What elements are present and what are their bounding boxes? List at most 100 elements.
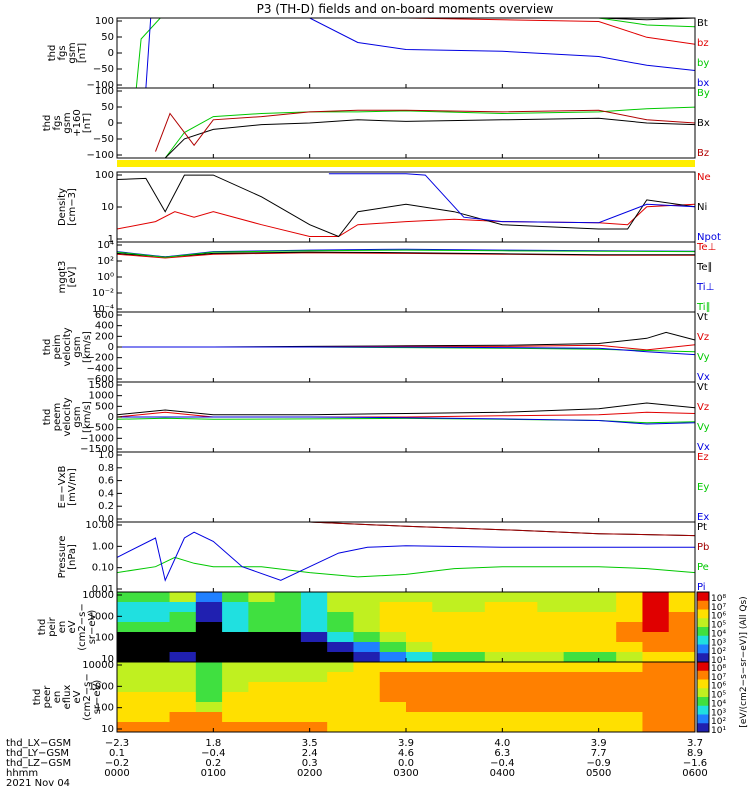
heatmap-cell	[143, 612, 171, 623]
y-axis-label: [nPa]	[67, 544, 78, 570]
heatmap-cell	[169, 722, 197, 733]
y-tick-label: 1.0	[98, 450, 114, 461]
heatmap-cell	[668, 722, 696, 733]
y-axis-label: velocity	[62, 397, 73, 436]
y-tick-label: 100	[95, 633, 114, 644]
heatmap-cell	[379, 592, 407, 603]
heatmap-cell	[589, 652, 617, 663]
legend-entry: Vx	[697, 372, 710, 383]
heatmap-cell	[458, 652, 486, 663]
heatmap-cell	[195, 702, 223, 713]
y-axis-label: Pressure	[57, 536, 68, 579]
heatmap-cell	[406, 592, 433, 603]
heatmap-cell	[458, 672, 486, 683]
y-axis-label: fgs	[57, 45, 68, 60]
heatmap-cell	[169, 592, 197, 603]
y-tick-label: 10⁻²	[92, 288, 114, 299]
heatmap-cell	[248, 602, 276, 613]
heatmap-cell	[511, 592, 538, 603]
heatmap-cell	[117, 702, 144, 713]
y-tick-label: 0	[108, 48, 114, 59]
heatmap-cell	[222, 612, 249, 623]
y-tick-label: 500	[95, 401, 114, 412]
heatmap-cell	[143, 722, 171, 733]
panel-frame	[116, 171, 696, 243]
heatmap-cell	[668, 682, 696, 693]
y-axis-label: (cm2−s−	[82, 673, 93, 720]
heatmap-cell	[432, 622, 460, 633]
y-tick-label: 0.2	[98, 501, 114, 512]
heatmap-cell	[222, 632, 249, 643]
heatmap-cell	[589, 712, 617, 723]
heatmap-cell	[484, 702, 512, 713]
heatmap-cell	[642, 702, 670, 713]
heatmap-cell	[248, 652, 276, 663]
heatmap-cell	[668, 632, 696, 643]
colorbar-segment	[697, 723, 709, 733]
heatmap-cell	[406, 612, 433, 623]
heatmap-cell	[195, 652, 223, 663]
colorbar-tick-label: 10⁴	[711, 629, 726, 639]
heatmap-cell	[117, 602, 144, 613]
y-axis-label: gsm	[72, 336, 83, 357]
colorbar-tick-label: 10³	[711, 708, 726, 718]
colorbar-segment	[697, 644, 709, 654]
series-line	[116, 402, 696, 416]
heatmap-cell	[274, 692, 302, 703]
y-tick-label: 0.8	[98, 463, 114, 474]
series-line	[116, 556, 696, 578]
legend-entry: Vt	[697, 312, 708, 323]
colorbar-tick-label: 10⁶	[711, 612, 726, 622]
heatmap-cell	[616, 712, 643, 723]
y-tick-label: 1000	[89, 611, 114, 622]
heatmap-cell	[537, 682, 565, 693]
heatmap-cell	[248, 632, 276, 643]
y-tick-label: 1500	[89, 380, 114, 391]
ephemeris-value: 0.1	[109, 748, 125, 759]
heatmap-cell	[406, 652, 433, 663]
y-tick-label: 200	[95, 331, 114, 342]
heatmap-cell	[406, 622, 433, 633]
heatmap-cell	[537, 662, 565, 673]
colorbar-segment	[697, 679, 709, 689]
heatmap-cell	[432, 722, 460, 733]
heatmap-cell	[642, 692, 670, 703]
colorbar-segment	[697, 653, 709, 663]
legend-entry: Bz	[697, 148, 709, 159]
heatmap-cell	[222, 712, 249, 723]
y-tick-label: 0.10	[92, 563, 114, 574]
heatmap-cell	[169, 672, 197, 683]
heatmap-cell	[616, 662, 643, 673]
heatmap-cell	[353, 592, 381, 603]
y-axis-label: gsm	[62, 112, 73, 133]
heatmap-cell	[195, 612, 223, 623]
heatmap-cell	[274, 712, 302, 723]
heatmap-cell	[484, 602, 512, 613]
series-line	[117, 331, 696, 348]
y-tick-label: 100	[95, 703, 114, 714]
series-line	[117, 346, 696, 356]
ephemeris-value: 0100	[201, 768, 226, 779]
heatmap-cell	[537, 692, 565, 703]
heatmap-cell	[432, 682, 460, 693]
series-line	[309, 521, 696, 537]
colorbar-tick-label: 10⁷	[711, 603, 726, 613]
colorbar-tick-label: 10⁷	[711, 673, 726, 683]
colorbar-segment	[697, 600, 709, 610]
series-line	[116, 252, 695, 259]
heatmap-cell	[327, 632, 354, 643]
heatmap-cell	[353, 652, 381, 663]
heatmap-cell	[169, 622, 197, 633]
ephemeris-row-label: thd_LY−GSM	[6, 748, 69, 759]
y-tick-label: 50	[101, 32, 114, 43]
heatmap-cell	[668, 622, 696, 633]
heatmap-cell	[511, 722, 538, 733]
panel-frame	[116, 87, 696, 159]
heatmap-cell	[642, 632, 670, 643]
series-line	[155, 109, 696, 152]
y-axis-label: [cm−3]	[67, 188, 78, 226]
y-tick-label: 1000	[89, 391, 114, 402]
y-tick-label: 10⁴	[97, 240, 114, 251]
